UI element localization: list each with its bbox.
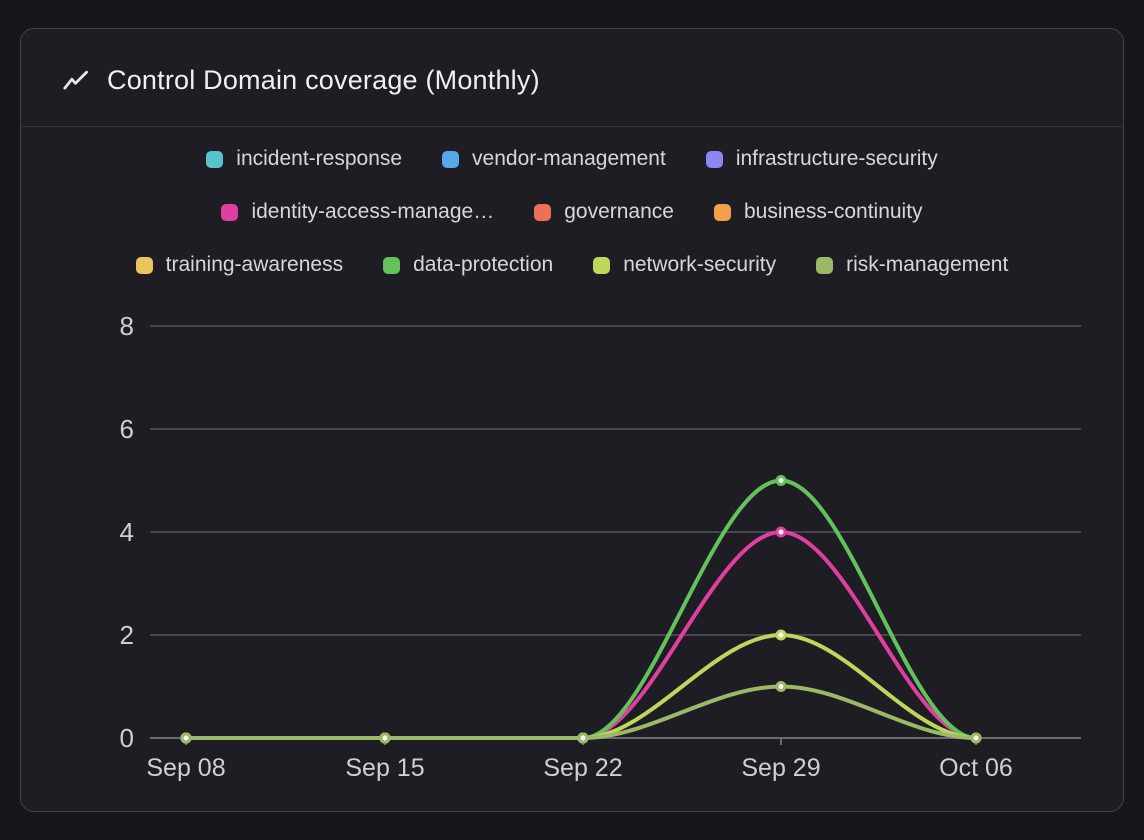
chart-title: Control Domain coverage (Monthly) <box>107 65 540 95</box>
legend-swatch-icon <box>442 150 460 168</box>
legend-label: data-protection <box>413 253 554 276</box>
legend-item-incident-response[interactable]: incident-response <box>206 147 402 171</box>
legend-row: incident-response vendor-management infras… <box>206 147 938 171</box>
legend-item-network-security[interactable]: network-security <box>593 253 776 277</box>
data-point-risk-management <box>970 732 982 744</box>
data-point-risk-management <box>379 732 391 744</box>
legend-label: identity-access-manage… <box>251 200 495 223</box>
data-point-data-protection <box>775 475 787 486</box>
legend-item-vendor-management[interactable]: vendor-management <box>442 147 666 171</box>
chart-legend: incident-response vendor-management infras… <box>21 147 1123 277</box>
legend-item-training-awareness[interactable]: training-awareness <box>135 253 344 277</box>
legend-item-risk-management[interactable]: risk-management <box>816 253 1008 277</box>
y-tick-label: 8 <box>120 311 134 341</box>
legend-swatch-icon <box>534 203 552 221</box>
x-tick-label: Sep 08 <box>146 754 225 782</box>
chart-card: Control Domain coverage (Monthly) incide… <box>20 28 1124 812</box>
chart-header: Control Domain coverage (Monthly) <box>21 29 1123 127</box>
legend-swatch-icon <box>206 150 224 168</box>
legend-label: governance <box>564 200 674 223</box>
y-tick-label: 2 <box>120 620 134 650</box>
data-point-risk-management <box>577 732 589 744</box>
x-tick-label: Oct 06 <box>939 754 1013 782</box>
legend-item-business-continuity[interactable]: business-continuity <box>713 200 923 224</box>
data-point-identity-access-management <box>775 526 787 538</box>
data-point-risk-management <box>180 732 192 744</box>
legend-item-infrastructure-security[interactable]: infrastructure-security <box>705 147 938 171</box>
y-tick-label: 4 <box>120 517 134 547</box>
x-tick-label: Sep 15 <box>345 754 424 782</box>
data-point-risk-management <box>775 681 787 692</box>
legend-label: infrastructure-security <box>735 147 938 170</box>
series-line-network-security <box>184 632 978 741</box>
legend-item-data-protection[interactable]: data-protection <box>383 253 553 277</box>
y-tick-label: 6 <box>120 414 134 444</box>
legend-label: vendor-management <box>472 147 666 170</box>
legend-item-identity-access-management[interactable]: identity-access-manage… <box>221 200 494 224</box>
series-line-data-protection <box>184 478 978 741</box>
legend-swatch-icon <box>705 150 723 168</box>
legend-swatch-icon <box>221 203 239 221</box>
legend-row: identity-access-manage… governance busines… <box>221 200 923 224</box>
legend-swatch-icon <box>713 203 731 221</box>
legend-row: training-awareness data-protection network… <box>135 253 1008 277</box>
x-tick-label: Sep 29 <box>741 754 820 782</box>
legend-swatch-icon <box>135 256 153 274</box>
legend-label: business-continuity <box>743 200 923 223</box>
y-tick-label: 0 <box>120 723 134 753</box>
data-point-network-security <box>775 629 787 641</box>
trend-line-icon <box>61 68 91 94</box>
legend-swatch-icon <box>816 256 834 274</box>
series-line-risk-management <box>184 684 978 741</box>
legend-label: incident-response <box>236 147 403 170</box>
legend-item-governance[interactable]: governance <box>534 200 674 224</box>
legend-swatch-icon <box>593 256 611 274</box>
legend-label: training-awareness <box>165 253 344 276</box>
line-chart-plot: 0 2 4 6 8 Sep 08 Sep 15 Sep 22 Sep 29 Oct 06 <box>120 311 1081 782</box>
legend-label: risk-management <box>846 253 1009 276</box>
x-tick-label: Sep 22 <box>543 754 622 782</box>
legend-swatch-icon <box>383 256 401 274</box>
legend-label: network-security <box>623 253 777 276</box>
